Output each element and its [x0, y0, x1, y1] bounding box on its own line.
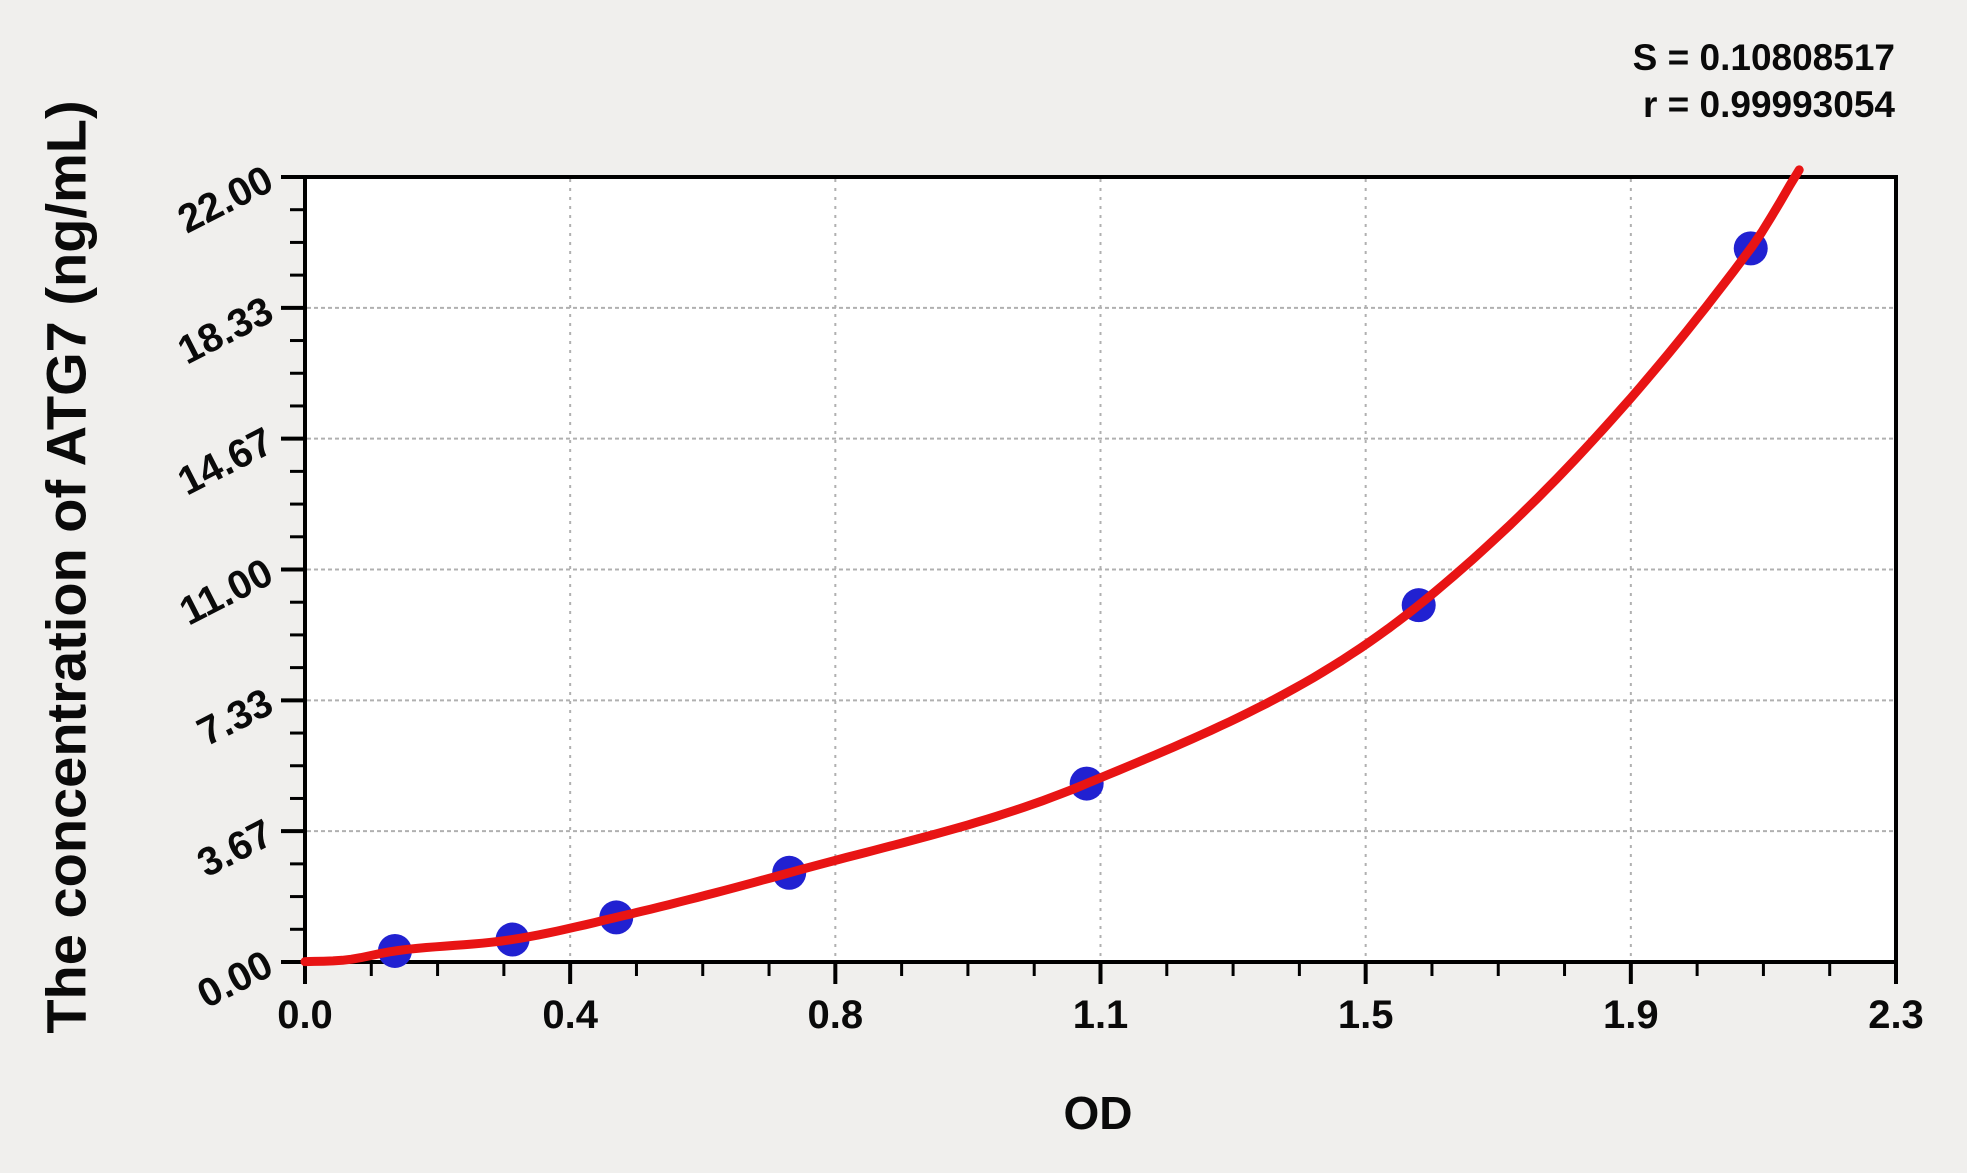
x-tick-label: 1.9: [1603, 993, 1659, 1037]
fit-curve: [300, 165, 1804, 967]
x-tick-label: 2.3: [1868, 993, 1924, 1037]
stat-s-value: S = 0.10808517: [1632, 37, 1895, 78]
x-tick-label: 1.1: [1072, 993, 1129, 1037]
fit-statistics: S = 0.10808517 r = 0.99993054: [1633, 34, 1895, 128]
stat-r-value: r = 0.99993054: [1642, 84, 1895, 125]
axis-ticks: [281, 175, 1898, 984]
x-tick-label: 0.0: [277, 993, 333, 1037]
gridlines: [307, 179, 1894, 960]
x-tick-label: 0.8: [807, 993, 864, 1037]
x-tick-label: 0.4: [542, 993, 598, 1037]
x-tick-label: 1.5: [1337, 993, 1394, 1037]
x-axis-title: OD: [1063, 1087, 1133, 1139]
